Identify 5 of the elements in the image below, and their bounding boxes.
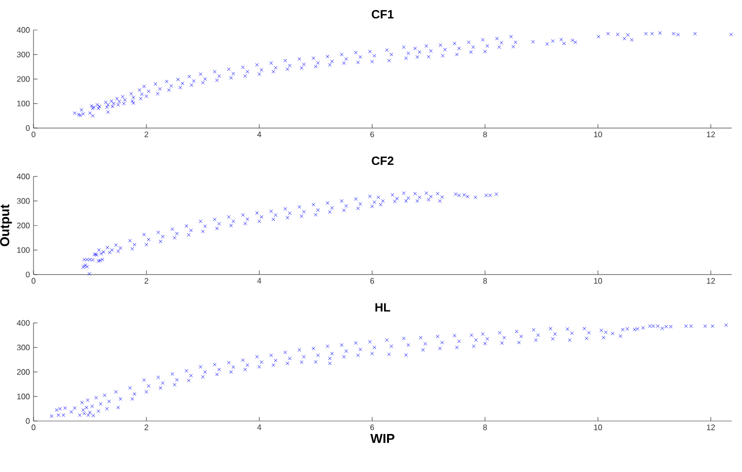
- chart-title: CF2: [372, 156, 394, 165]
- x-axis-title: WIP: [370, 434, 394, 443]
- y-axis-title: Output: [0, 204, 12, 246]
- chart-title: CF1: [372, 10, 394, 18]
- chart-title: HL: [375, 303, 390, 312]
